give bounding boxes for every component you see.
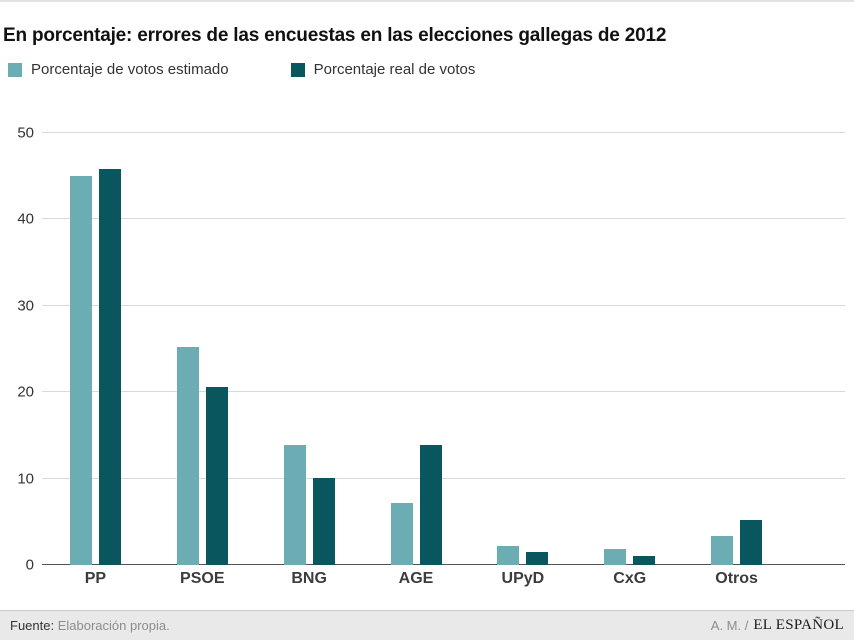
bar-real-otros <box>740 520 763 565</box>
x-tick-label-otros: Otros <box>715 570 758 587</box>
square-swatch-icon <box>290 62 305 77</box>
footer-bar: Fuente: Elaboración propia. A. M. / EL E… <box>0 610 854 640</box>
bar-real-age <box>419 444 442 565</box>
y-axis: 0 10 20 30 40 50 <box>8 126 34 573</box>
author-credit: A. M. / <box>710 618 749 633</box>
y-tick-label-10: 10 <box>17 470 34 488</box>
bar-real-upyd <box>526 552 549 565</box>
y-tick-label-40: 40 <box>17 210 34 228</box>
x-tick-label-upyd: UPyD <box>501 570 545 587</box>
source-text: Elaboración propia. <box>57 618 170 633</box>
x-tick-label-bng: BNG <box>291 570 327 587</box>
gridline-50 <box>42 132 845 133</box>
bar-group-cxg <box>576 133 683 565</box>
bar-group-otros <box>683 133 790 565</box>
bar-real-pp <box>98 169 121 565</box>
y-tick-label-30: 30 <box>17 297 34 315</box>
legend-label: Porcentaje real de votos <box>313 61 476 78</box>
bar-group-bng <box>256 133 363 565</box>
bar-estimado-psoe <box>176 347 199 565</box>
bar-estimado-pp <box>69 176 92 565</box>
bar-group-upyd <box>469 133 576 565</box>
brand-logo: EL ESPAÑOL <box>753 617 844 633</box>
legend-label: Porcentaje de votos estimado <box>31 61 229 78</box>
source-label: Fuente: <box>10 618 55 633</box>
legend-item-real: Porcentaje real de votos <box>290 61 476 78</box>
bar-groups <box>42 133 790 565</box>
y-tick-label-0: 0 <box>25 556 34 574</box>
bar-estimado-upyd <box>497 546 520 565</box>
bar-group-age <box>363 133 470 565</box>
bar-group-pp <box>42 133 149 565</box>
source-note: Fuente: Elaboración propia. <box>10 618 170 633</box>
gridline-10 <box>42 477 845 479</box>
bar-estimado-cxg <box>604 548 627 565</box>
gridline-30 <box>42 304 845 306</box>
x-axis-labels: PP PSOE BNG AGE UPyD CxG Otros <box>42 570 790 588</box>
y-tick-label-20: 20 <box>17 383 34 401</box>
x-tick-label-psoe: PSOE <box>180 570 225 587</box>
legend-item-estimado: Porcentaje de votos estimado <box>8 61 229 78</box>
bar-group-psoe <box>149 133 256 565</box>
bar-estimado-age <box>390 502 413 565</box>
bar-estimado-otros <box>711 535 734 565</box>
gridline-0 <box>42 564 845 565</box>
chart-title: En porcentaje: errores de las encuestas … <box>3 25 667 46</box>
y-tick-label-50: 50 <box>17 124 34 142</box>
bar-estimado-bng <box>283 444 306 565</box>
x-tick-label-pp: PP <box>84 570 107 587</box>
x-tick-label-cxg: CxG <box>613 570 647 587</box>
bar-real-psoe <box>205 387 228 565</box>
credit-note: A. M. / EL ESPAÑOL <box>711 617 844 634</box>
bar-real-cxg <box>633 556 656 565</box>
gridline-40 <box>42 218 845 220</box>
plot-area <box>42 132 845 565</box>
legend: Porcentaje de votos estimado Porcentaje … <box>8 61 475 78</box>
x-tick-label-age: AGE <box>398 570 434 587</box>
gridline-20 <box>42 391 845 393</box>
bar-real-bng <box>312 477 335 565</box>
square-swatch-icon <box>8 62 22 77</box>
